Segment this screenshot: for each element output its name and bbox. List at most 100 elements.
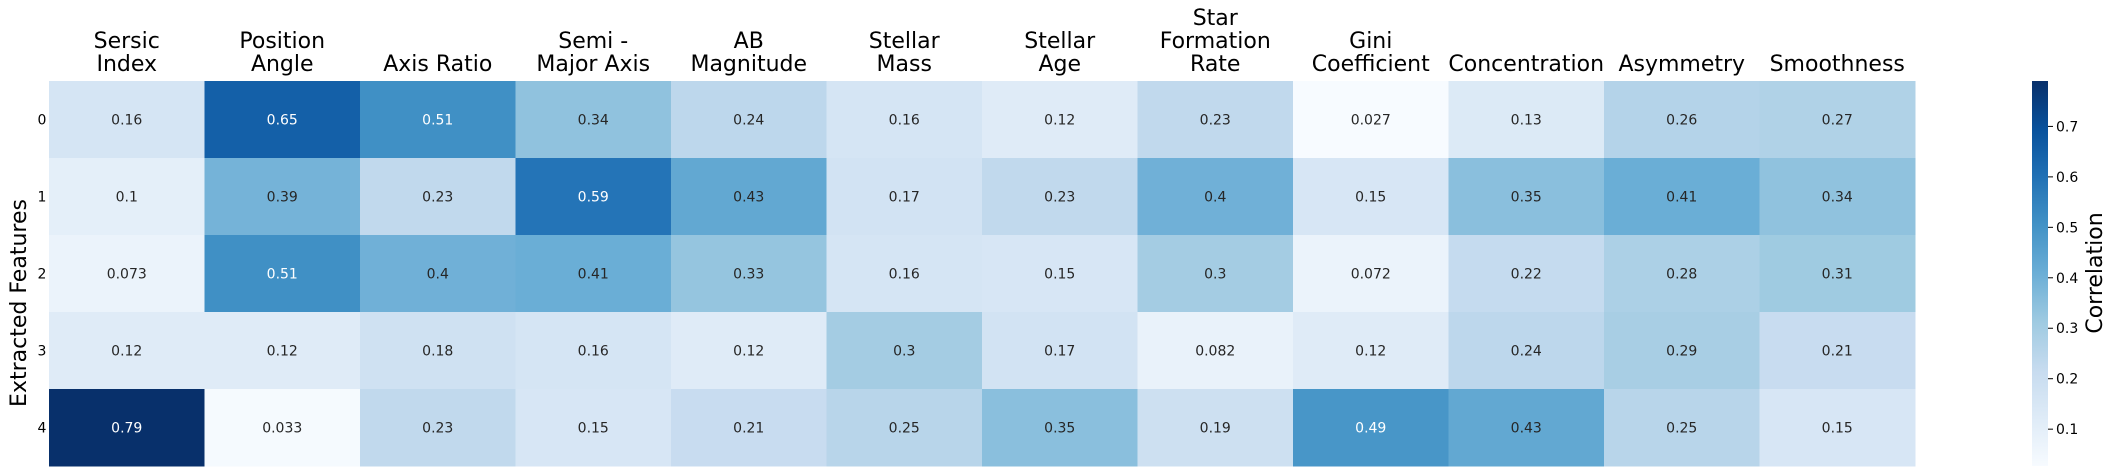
heatmap-cell [1448, 235, 1605, 313]
column-labels: Sersic Index Position Angle Axis Ratio Semi -… [94, 6, 1905, 77]
heatmap-cell [1448, 312, 1605, 390]
colorbar-tick-label: 0.6 [2056, 170, 2078, 186]
heatmap-cell [671, 312, 827, 390]
column-label: AB Magnitude [690, 29, 807, 77]
heatmap-cell [49, 81, 205, 159]
row-label: 3 [38, 344, 47, 360]
heatmap-cell [826, 158, 983, 236]
column-label: Semi -Major Axis [536, 29, 650, 77]
cell-value-label: 0.033 [262, 421, 302, 437]
cell-value-label: 0.12 [733, 344, 764, 360]
cell-value-label: 0.027 [1351, 113, 1391, 129]
cell-value-label: 0.59 [578, 190, 609, 206]
cell-value-label: 0.31 [1822, 267, 1853, 283]
colorbar-tick-label: 0.3 [2056, 321, 2078, 337]
column-label: Sersic Index [94, 29, 160, 77]
heatmap-cell [515, 81, 672, 159]
heatmap-cell [1137, 389, 1294, 467]
cell-value-label: 0.4 [427, 267, 449, 283]
cell-value-label: 0.082 [1195, 344, 1235, 360]
heatmap-cell [1293, 158, 1449, 236]
heatmap-cell [360, 158, 516, 236]
heatmap-cell [826, 389, 983, 467]
heatmap-cell [1604, 158, 1760, 236]
cell-value-label: 0.17 [1044, 344, 1075, 360]
heatmap-cell [360, 389, 516, 467]
heatmap-cell [671, 81, 827, 159]
heatmap-cell [49, 312, 205, 390]
heatmap-cell [204, 81, 361, 159]
heatmap-cell [671, 158, 827, 236]
heatmap-cell [982, 312, 1138, 390]
cell-value-label: 0.34 [1822, 190, 1853, 206]
heatmap-cell [1759, 158, 1916, 236]
cell-value-label: 0.35 [1511, 190, 1542, 206]
colorbar-tick-label: 0.5 [2056, 220, 2078, 236]
cell-value-label: 0.3 [893, 344, 915, 360]
column-label: Axis Ratio [383, 52, 492, 77]
cell-value-label: 0.25 [1666, 421, 1697, 437]
heatmap-cell [982, 235, 1138, 313]
cell-value-label: 0.12 [1044, 113, 1075, 129]
heatmap-cell [360, 235, 516, 313]
cell-value-label: 0.18 [422, 344, 453, 360]
cell-value-label: 0.16 [578, 344, 609, 360]
heatmap-cell [1137, 312, 1294, 390]
cell-value-label: 0.1 [116, 190, 138, 206]
heatmap-cell [49, 158, 205, 236]
cell-value-label: 0.15 [1355, 190, 1386, 206]
heatmap-cell [515, 389, 672, 467]
colorbar-tick-label: 0.7 [2056, 119, 2078, 135]
cell-value-label: 0.4 [1204, 190, 1226, 206]
column-label: Concentration [1448, 52, 1604, 77]
heatmap-cell [982, 81, 1138, 159]
cell-value-label: 0.16 [889, 267, 920, 283]
heatmap-cell [1604, 389, 1760, 467]
cell-value-label: 0.41 [1666, 190, 1697, 206]
cell-value-label: 0.073 [107, 267, 147, 283]
cell-value-label: 0.39 [267, 190, 298, 206]
cell-value-label: 0.41 [578, 267, 609, 283]
heatmap-cell [204, 235, 361, 313]
heatmap-cell [1293, 312, 1449, 390]
cell-value-label: 0.23 [422, 190, 453, 206]
cell-value-label: 0.19 [1200, 421, 1231, 437]
row-label: 2 [38, 267, 47, 283]
heatmap-cell [1448, 389, 1605, 467]
cell-value-label: 0.28 [1666, 267, 1697, 283]
cell-value-label: 0.12 [267, 344, 298, 360]
column-label: Gini Coefficient [1312, 29, 1430, 77]
column-label: Stellar Age [1024, 29, 1096, 77]
heatmap-cell [1137, 235, 1294, 313]
column-label: Position Angle [239, 29, 325, 77]
heatmap-cell [982, 389, 1138, 467]
cell-value-label: 0.43 [733, 190, 764, 206]
cell-value-label: 0.23 [1200, 113, 1231, 129]
heatmap-cell [360, 81, 516, 159]
heatmap-cell [1293, 389, 1449, 467]
heatmap-cell [1137, 158, 1294, 236]
cell-value-label: 0.15 [578, 421, 609, 437]
heatmap-cell [1759, 235, 1916, 313]
heatmap-cell [1759, 81, 1916, 159]
cell-value-label: 0.13 [1511, 113, 1542, 129]
heatmap-cell [982, 158, 1138, 236]
cell-value-label: 0.34 [578, 113, 609, 129]
heatmap-cell [671, 389, 827, 467]
cell-value-label: 0.17 [889, 190, 920, 206]
cell-value-label: 0.16 [111, 113, 142, 129]
heatmap-cell [1448, 81, 1605, 159]
cell-value-label: 0.79 [111, 421, 142, 437]
column-label: Star Formation Rate [1160, 6, 1271, 77]
cell-value-label: 0.65 [267, 113, 298, 129]
heatmap-cell [671, 235, 827, 313]
heatmap-cell-labels: 0.16 0.65 0.51 0.34 0.24 0.16 0.12 0.23 0.027 0.1… [107, 113, 1853, 437]
cell-value-label: 0.49 [1355, 421, 1386, 437]
y-axis-label: Extracted Features [7, 199, 32, 407]
heatmap-cells [49, 81, 1916, 467]
heatmap-cell [1604, 81, 1760, 159]
row-label: 1 [38, 190, 47, 206]
heatmap-cell [1759, 312, 1916, 390]
cell-value-label: 0.12 [1355, 344, 1386, 360]
